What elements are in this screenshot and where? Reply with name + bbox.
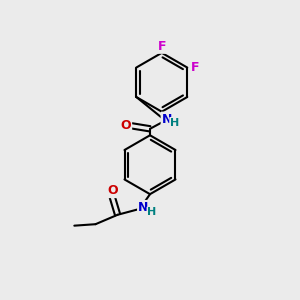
Text: H: H bbox=[147, 207, 157, 218]
Text: O: O bbox=[107, 184, 118, 197]
Text: F: F bbox=[158, 40, 166, 53]
Text: N: N bbox=[138, 201, 148, 214]
Text: O: O bbox=[121, 119, 131, 132]
Text: F: F bbox=[191, 61, 200, 74]
Text: H: H bbox=[170, 118, 179, 128]
Text: N: N bbox=[162, 112, 172, 126]
